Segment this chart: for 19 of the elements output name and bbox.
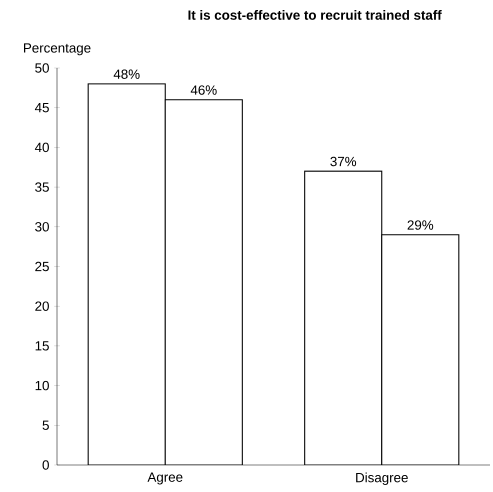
x-tick-label: Disagree <box>356 472 408 485</box>
y-tick-label: 45 <box>34 103 49 112</box>
data-label: 48% <box>114 69 140 79</box>
data-label: 29% <box>408 220 434 230</box>
y-tick-label: 50 <box>35 63 49 73</box>
data-label: 37% <box>330 156 356 166</box>
y-axis-title: Percentage <box>24 43 90 56</box>
y-tick-label: 15 <box>36 341 49 351</box>
y-tick-label: 10 <box>36 380 49 390</box>
y-tick-label: 5 <box>42 420 49 430</box>
y-tick-label: 30 <box>35 222 49 232</box>
y-tick-label: 20 <box>35 301 49 311</box>
y-tick-label: 0 <box>42 460 49 470</box>
y-tick-label: 25 <box>35 262 49 272</box>
data-label: 46% <box>190 85 217 95</box>
x-tick-label: Agree <box>147 472 182 484</box>
y-tick-label: 35 <box>35 182 49 192</box>
chart-title: It is cost-effective to recruit trained staff <box>188 10 442 20</box>
y-tick-label: 40 <box>34 142 49 152</box>
